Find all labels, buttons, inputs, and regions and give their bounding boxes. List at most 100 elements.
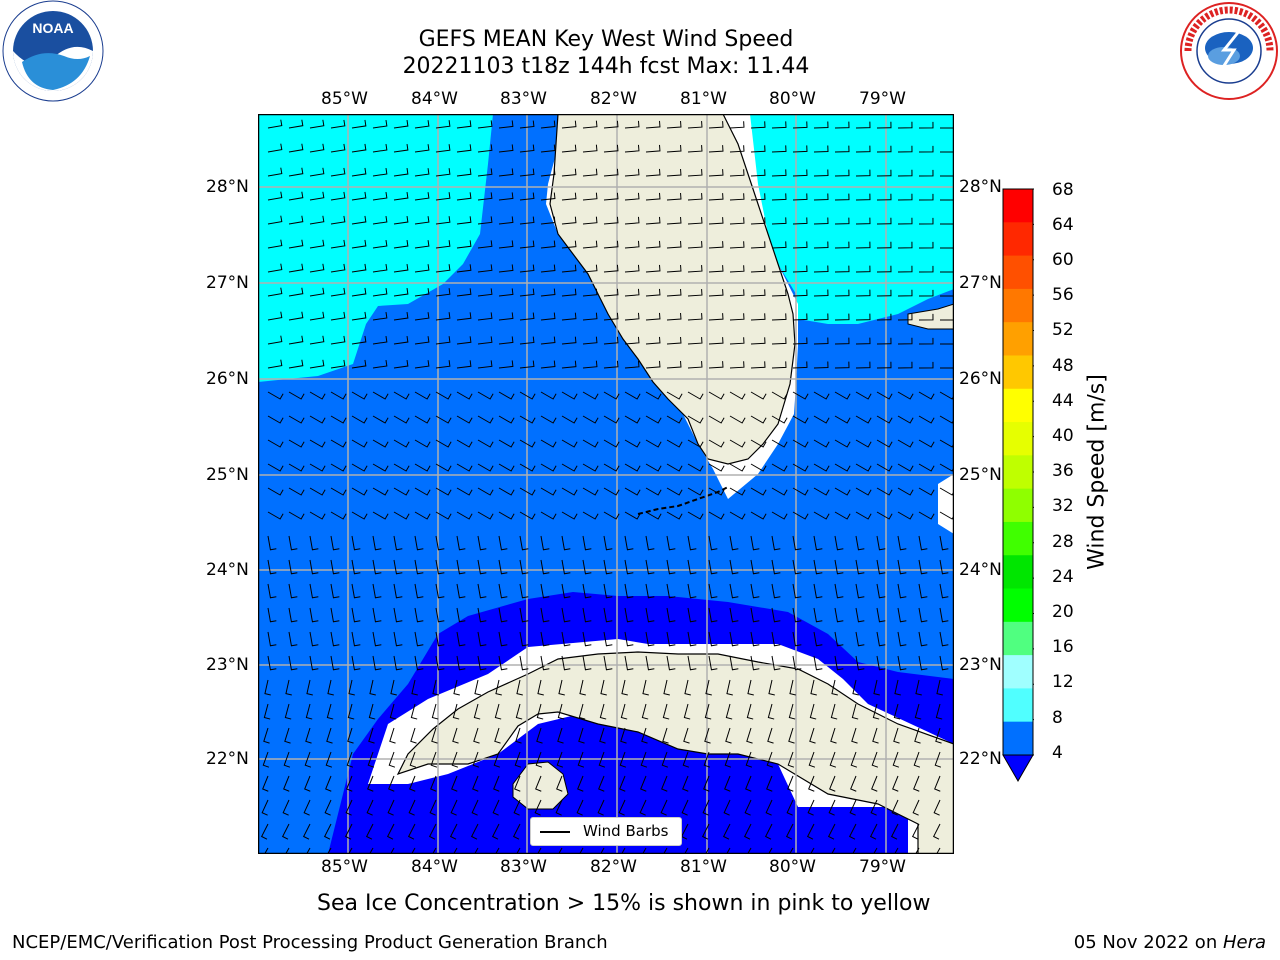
wind-barb	[936, 679, 943, 696]
colorbar-segment	[1003, 189, 1033, 223]
map-canvas	[257, 113, 956, 864]
wind-barb	[431, 703, 439, 720]
wind-barb	[813, 217, 829, 225]
wind-barb	[493, 775, 500, 792]
wind-barb	[855, 361, 871, 369]
wind-barb	[768, 679, 775, 696]
wind-barb	[435, 535, 445, 551]
wind-barb	[267, 191, 283, 201]
wind-barb	[603, 312, 619, 321]
wind-barb	[519, 192, 535, 201]
colorbar-segment	[1003, 322, 1033, 356]
wind-barb	[666, 439, 683, 448]
wind-barb	[267, 359, 283, 369]
wind-barb	[939, 559, 949, 575]
wind-barb	[351, 559, 361, 575]
wind-barb	[834, 607, 844, 623]
wind-barb	[620, 727, 627, 744]
wind-barb	[456, 415, 473, 424]
wind-barb	[729, 265, 745, 273]
wind-barb	[787, 775, 794, 792]
wind-barb	[708, 121, 724, 129]
wind-barb	[876, 391, 893, 400]
wind-barb	[267, 167, 283, 177]
wind-barb	[393, 360, 409, 369]
wind-barb	[855, 289, 871, 297]
wind-barb	[934, 751, 942, 768]
wind-barb	[435, 631, 445, 647]
wind-barb	[456, 360, 472, 369]
wind-barb	[561, 192, 577, 201]
wind-barb	[498, 535, 508, 551]
wind-barb	[848, 823, 857, 840]
wind-barb	[666, 511, 683, 520]
wind-barb	[834, 217, 850, 225]
wind-barb	[918, 631, 928, 647]
nws-logo	[1178, 0, 1280, 102]
wind-barb	[645, 336, 661, 345]
wind-barb	[765, 799, 773, 816]
wind-barb	[834, 535, 844, 551]
wind-barb	[372, 415, 389, 424]
wind-barb	[372, 583, 382, 599]
wind-barb	[682, 775, 689, 792]
wind-barb	[876, 217, 892, 225]
lon-label-bottom: 84°W	[411, 857, 458, 877]
wind-barb	[935, 703, 943, 720]
wind-barb	[323, 823, 332, 840]
wind-barb	[304, 775, 311, 792]
wind-barb	[813, 193, 829, 201]
wind-barb	[876, 361, 892, 369]
wind-barb	[498, 288, 514, 297]
wind-barb	[456, 583, 466, 599]
wind-barb	[624, 240, 640, 249]
lat-label-right: 27°N	[959, 273, 1002, 293]
wind-barb	[262, 751, 270, 768]
wind-barb	[792, 439, 809, 448]
wind-barb	[725, 703, 733, 720]
wind-barb	[918, 169, 934, 177]
wind-barb	[432, 679, 439, 696]
wind-barb	[771, 511, 788, 520]
wind-barb	[661, 775, 668, 792]
wind-barb	[624, 144, 640, 153]
wind-barb	[603, 559, 613, 575]
wind-barb	[351, 191, 367, 201]
wind-barb	[477, 487, 494, 496]
wind-barb	[407, 823, 416, 840]
wind-barb	[871, 775, 878, 792]
wind-barb	[771, 583, 781, 599]
wind-barb	[519, 439, 536, 448]
wind-barb	[330, 487, 347, 496]
wind-barb	[666, 391, 683, 400]
wind-barb	[834, 487, 851, 496]
wind-barb	[918, 217, 934, 225]
wind-barb	[267, 559, 277, 575]
wind-barb	[330, 463, 347, 472]
wind-barb	[351, 263, 367, 273]
wind-barb	[393, 391, 410, 400]
wind-barb	[897, 583, 907, 599]
wind-barb	[267, 463, 284, 472]
wind-barb	[561, 559, 571, 575]
wind-barb	[477, 463, 494, 472]
wind-barb	[876, 583, 886, 599]
wind-barb	[645, 535, 655, 551]
wind-barb	[708, 487, 725, 496]
wind-barb	[540, 240, 556, 249]
wind-barb	[729, 487, 746, 496]
wind-barb	[557, 703, 565, 720]
wind-barb	[325, 775, 332, 792]
wind-barb	[621, 679, 628, 696]
wind-barb	[708, 241, 724, 249]
wind-barb	[330, 535, 340, 551]
lon-label-top: 84°W	[411, 89, 458, 109]
wind-barb	[897, 415, 914, 424]
wind-barb	[624, 168, 640, 177]
wind-barb	[809, 727, 816, 744]
lon-label-bottom: 79°W	[859, 857, 906, 877]
wind-barb	[897, 361, 913, 369]
wind-barb	[582, 511, 599, 520]
colorbar-segment	[1003, 655, 1033, 689]
wind-barb	[666, 655, 676, 671]
